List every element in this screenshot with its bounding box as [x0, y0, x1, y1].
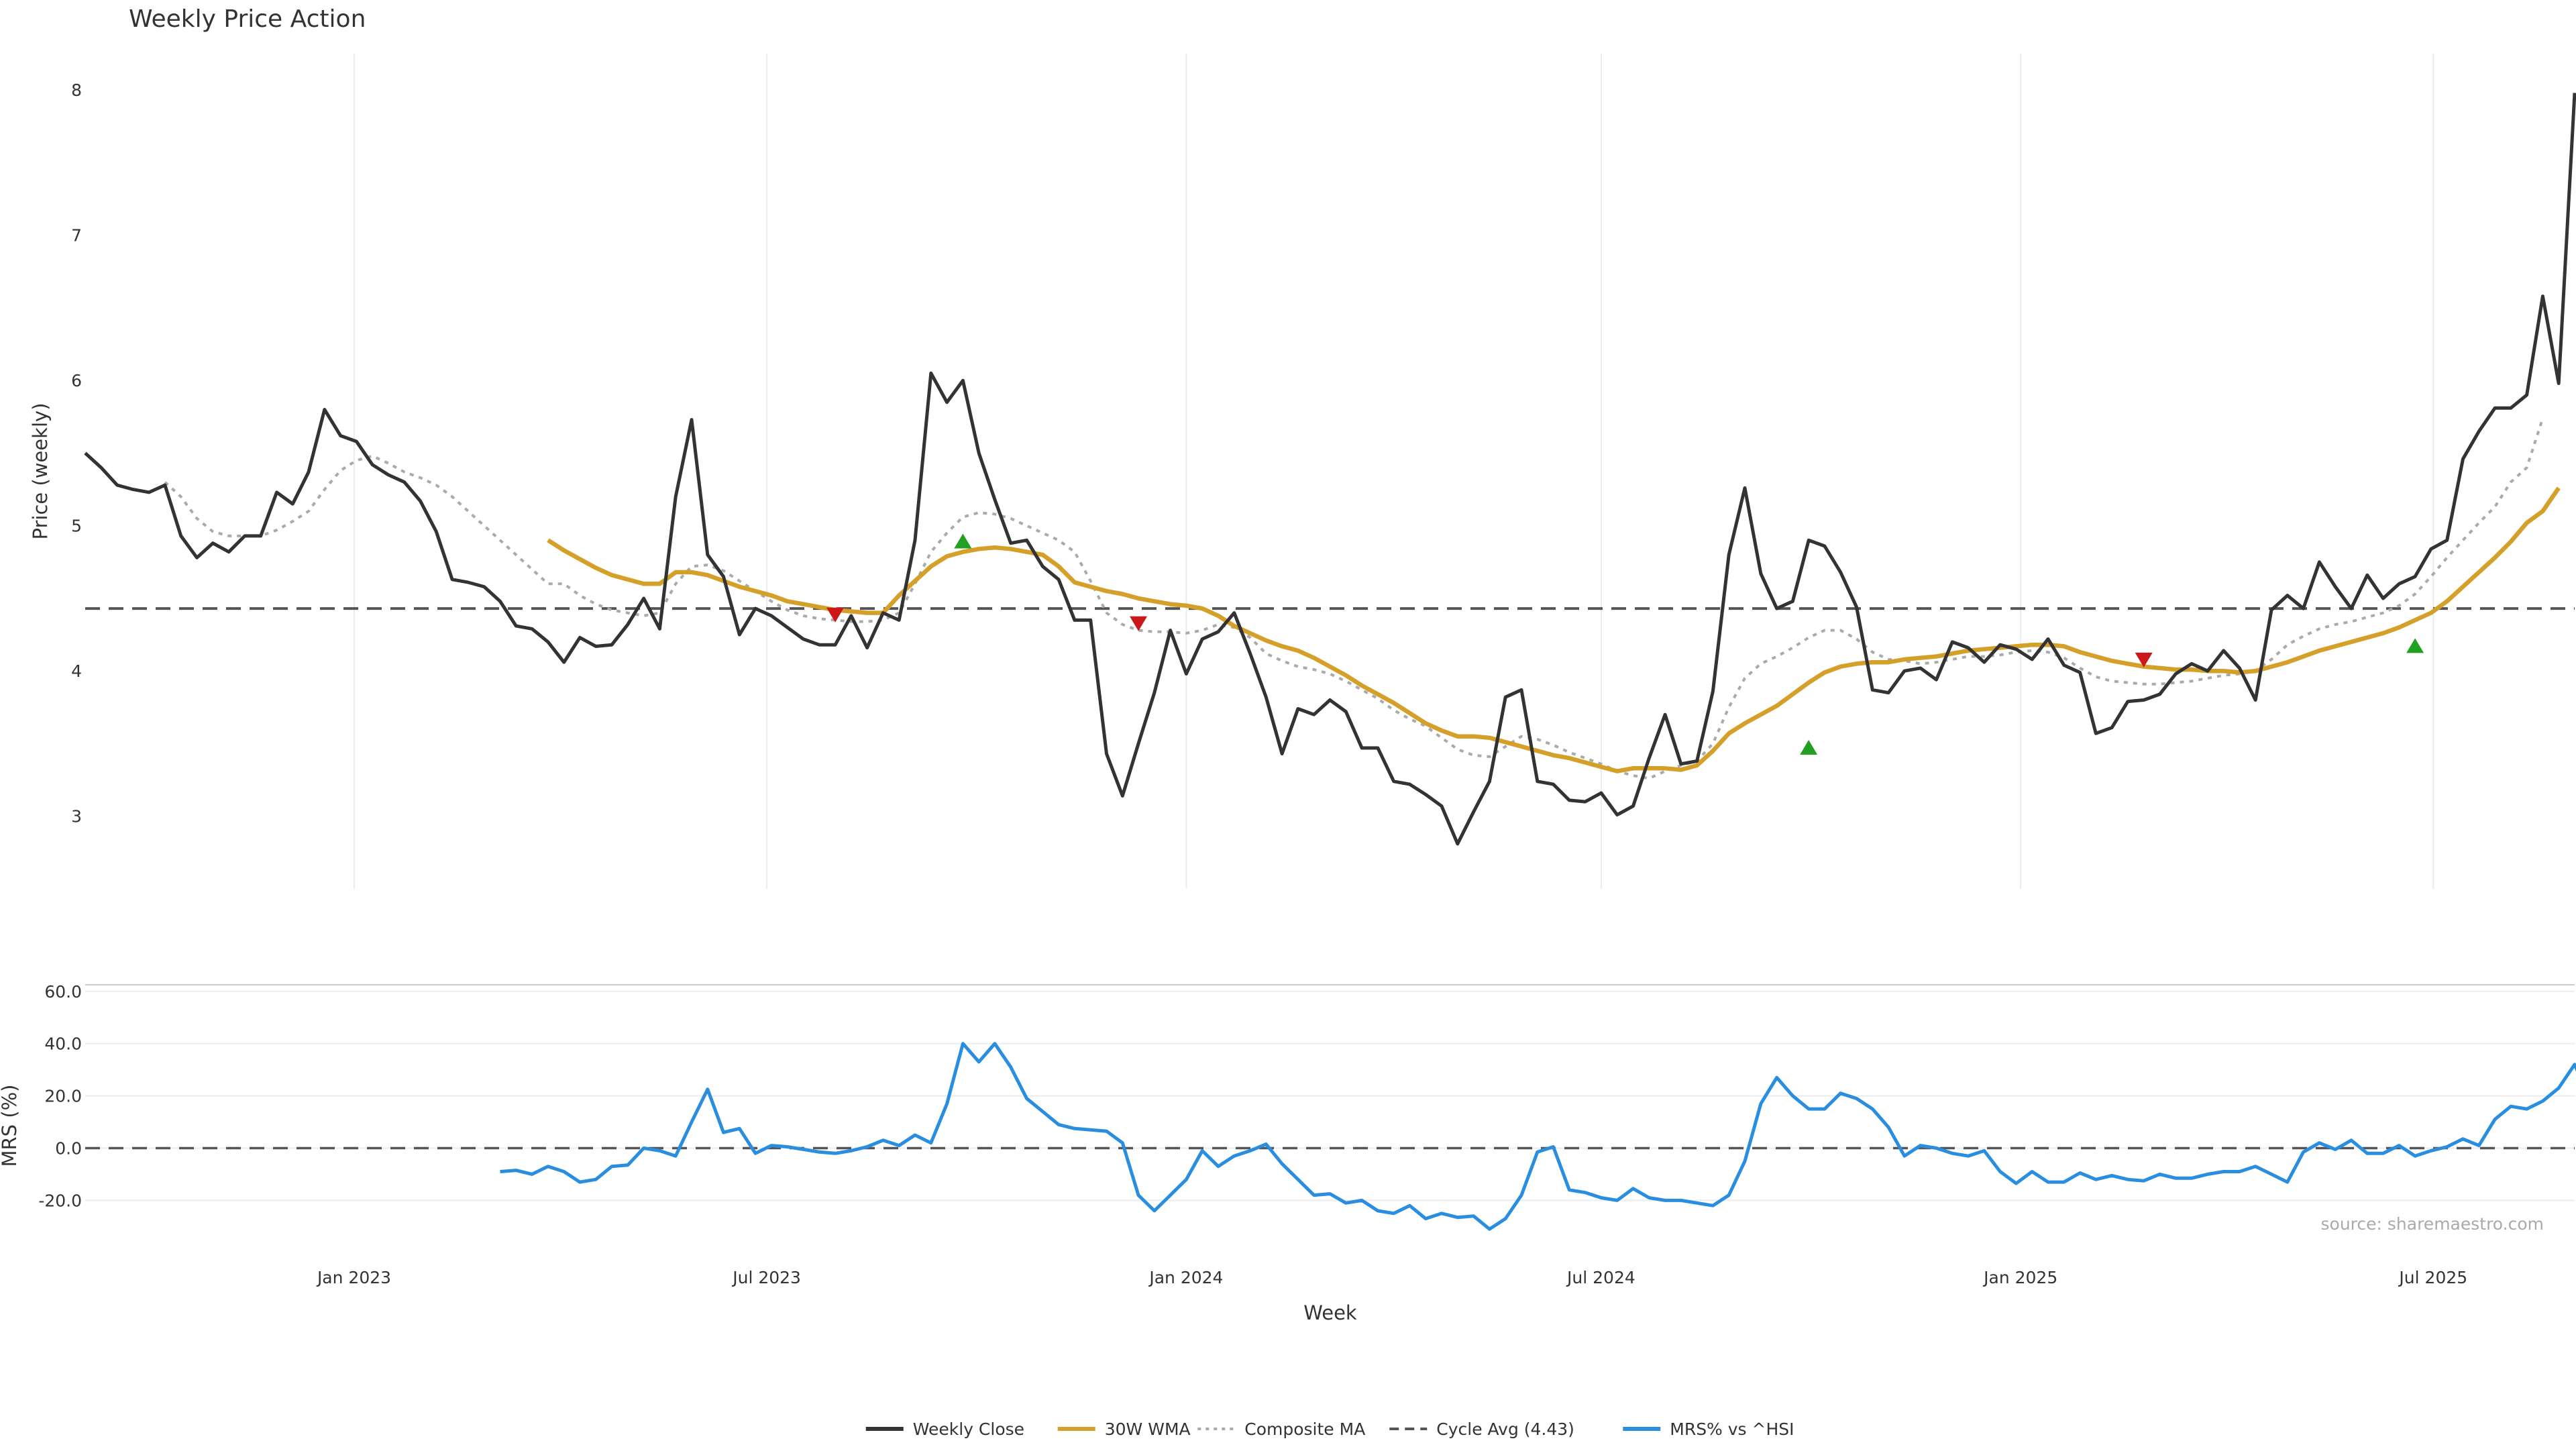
- x-axis-title: Week: [1303, 1301, 1357, 1324]
- legend-label: Composite MA: [1244, 1419, 1365, 1439]
- x-axis-ticks: Jan 2023 Jul 2023 Jan 2024 Jul 2024 Jan 2025…: [316, 1268, 2467, 1287]
- x-tick-label: Jan 2025: [1982, 1268, 2057, 1287]
- price-gridlines: [354, 54, 2434, 889]
- price-y-tick-label: 3: [71, 807, 82, 826]
- x-tick-label: Jan 2023: [316, 1268, 391, 1287]
- x-tick-label: Jul 2025: [2398, 1268, 2467, 1287]
- price-y-tick-label: 7: [71, 226, 82, 246]
- legend: Weekly Close 30W WMA Composite MA Cycle Avg…: [865, 1419, 1794, 1439]
- weekly-close-line: [84, 93, 2576, 846]
- price-y-tick-label: 5: [71, 517, 82, 536]
- mrs-y-axis-title: MRS (%): [0, 1085, 21, 1167]
- signal-markers: [826, 533, 2424, 755]
- x-tick-label: Jul 2024: [1566, 1268, 1635, 1287]
- mrs-y-tick-label: 60.0: [44, 982, 82, 1002]
- price-y-ticks: 3 4 5 6 7 8: [71, 80, 82, 826]
- mrs-y-tick-label: 20.0: [44, 1087, 82, 1106]
- legend-label: Cycle Avg (4.43): [1436, 1419, 1574, 1439]
- mrs-panel: -20.0 0.0 20.0 40.0 60.0 MRS (%) source: sha…: [0, 982, 2576, 1234]
- mrs-gridlines: [85, 990, 2575, 1201]
- buy-signal-marker: [2406, 638, 2424, 653]
- mrs-line: [500, 1042, 2576, 1231]
- legend-label: Weekly Close: [913, 1419, 1024, 1439]
- price-y-axis-title: Price (weekly): [29, 402, 52, 539]
- composite-ma-line: [164, 417, 2544, 780]
- buy-signal-marker: [1800, 739, 1818, 755]
- source-note: source: sharemaestro.com: [2321, 1214, 2544, 1234]
- wma-30w-line: [547, 486, 2561, 773]
- sell-signal-marker: [2135, 652, 2153, 667]
- legend-label: MRS% vs ^HSI: [1670, 1419, 1794, 1439]
- price-y-tick-label: 8: [71, 80, 82, 100]
- price-y-tick-label: 6: [71, 371, 82, 390]
- legend-label: 30W WMA: [1105, 1419, 1191, 1439]
- sell-signal-marker: [826, 607, 845, 623]
- x-tick-label: Jul 2023: [731, 1268, 801, 1287]
- sell-signal-marker: [1130, 616, 1148, 631]
- price-panel: 3 4 5 6 7 8 Price (weekly): [29, 54, 2576, 889]
- mrs-y-tick-label: -20.0: [38, 1191, 82, 1210]
- chart-title: Weekly Price Action: [129, 5, 366, 33]
- price-y-tick-label: 4: [71, 661, 82, 681]
- buy-signal-marker: [954, 533, 972, 549]
- mrs-y-tick-label: 40.0: [44, 1034, 82, 1054]
- x-tick-label: Jan 2024: [1148, 1268, 1223, 1287]
- mrs-y-tick-label: 0.0: [55, 1138, 82, 1158]
- mrs-y-ticks: -20.0 0.0 20.0 40.0 60.0: [38, 982, 82, 1211]
